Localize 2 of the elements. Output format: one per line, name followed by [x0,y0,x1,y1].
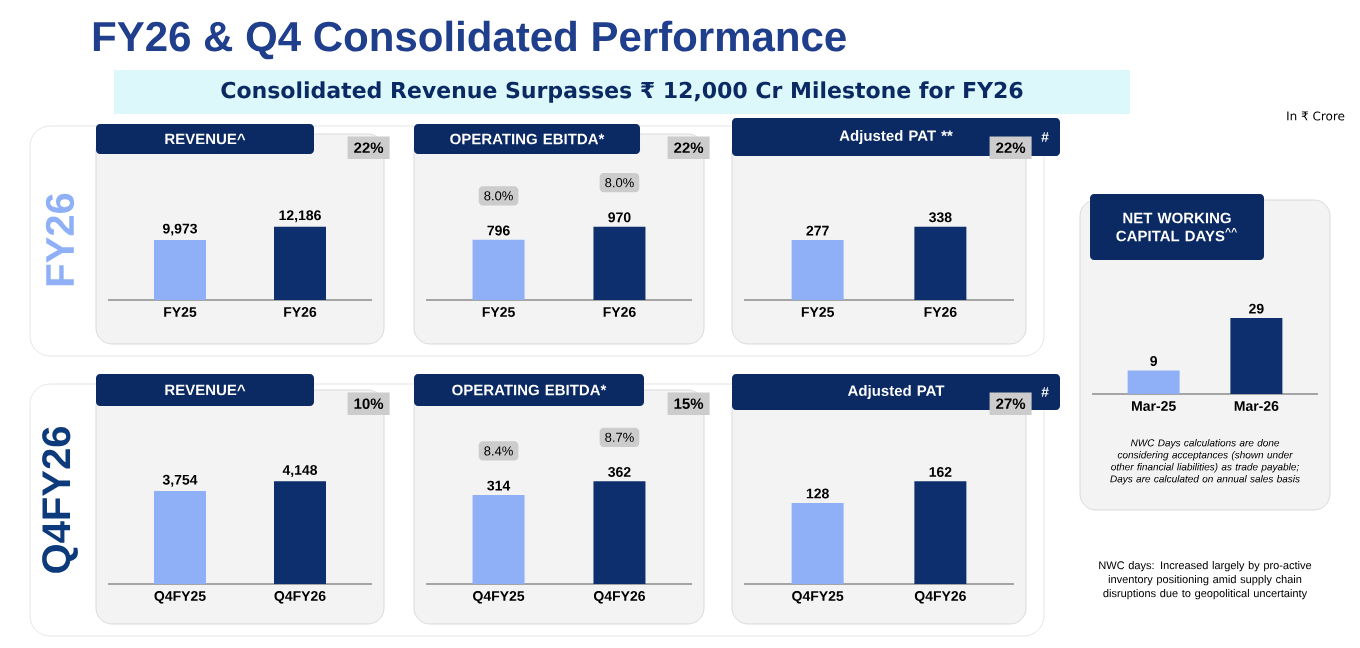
text: Consolidated Revenue Surpasses ₹ 12,000 Cr Milestone for FY26 [221,81,1023,103]
text: FY26 & Q4 Consolidated Performance [93,20,846,60]
